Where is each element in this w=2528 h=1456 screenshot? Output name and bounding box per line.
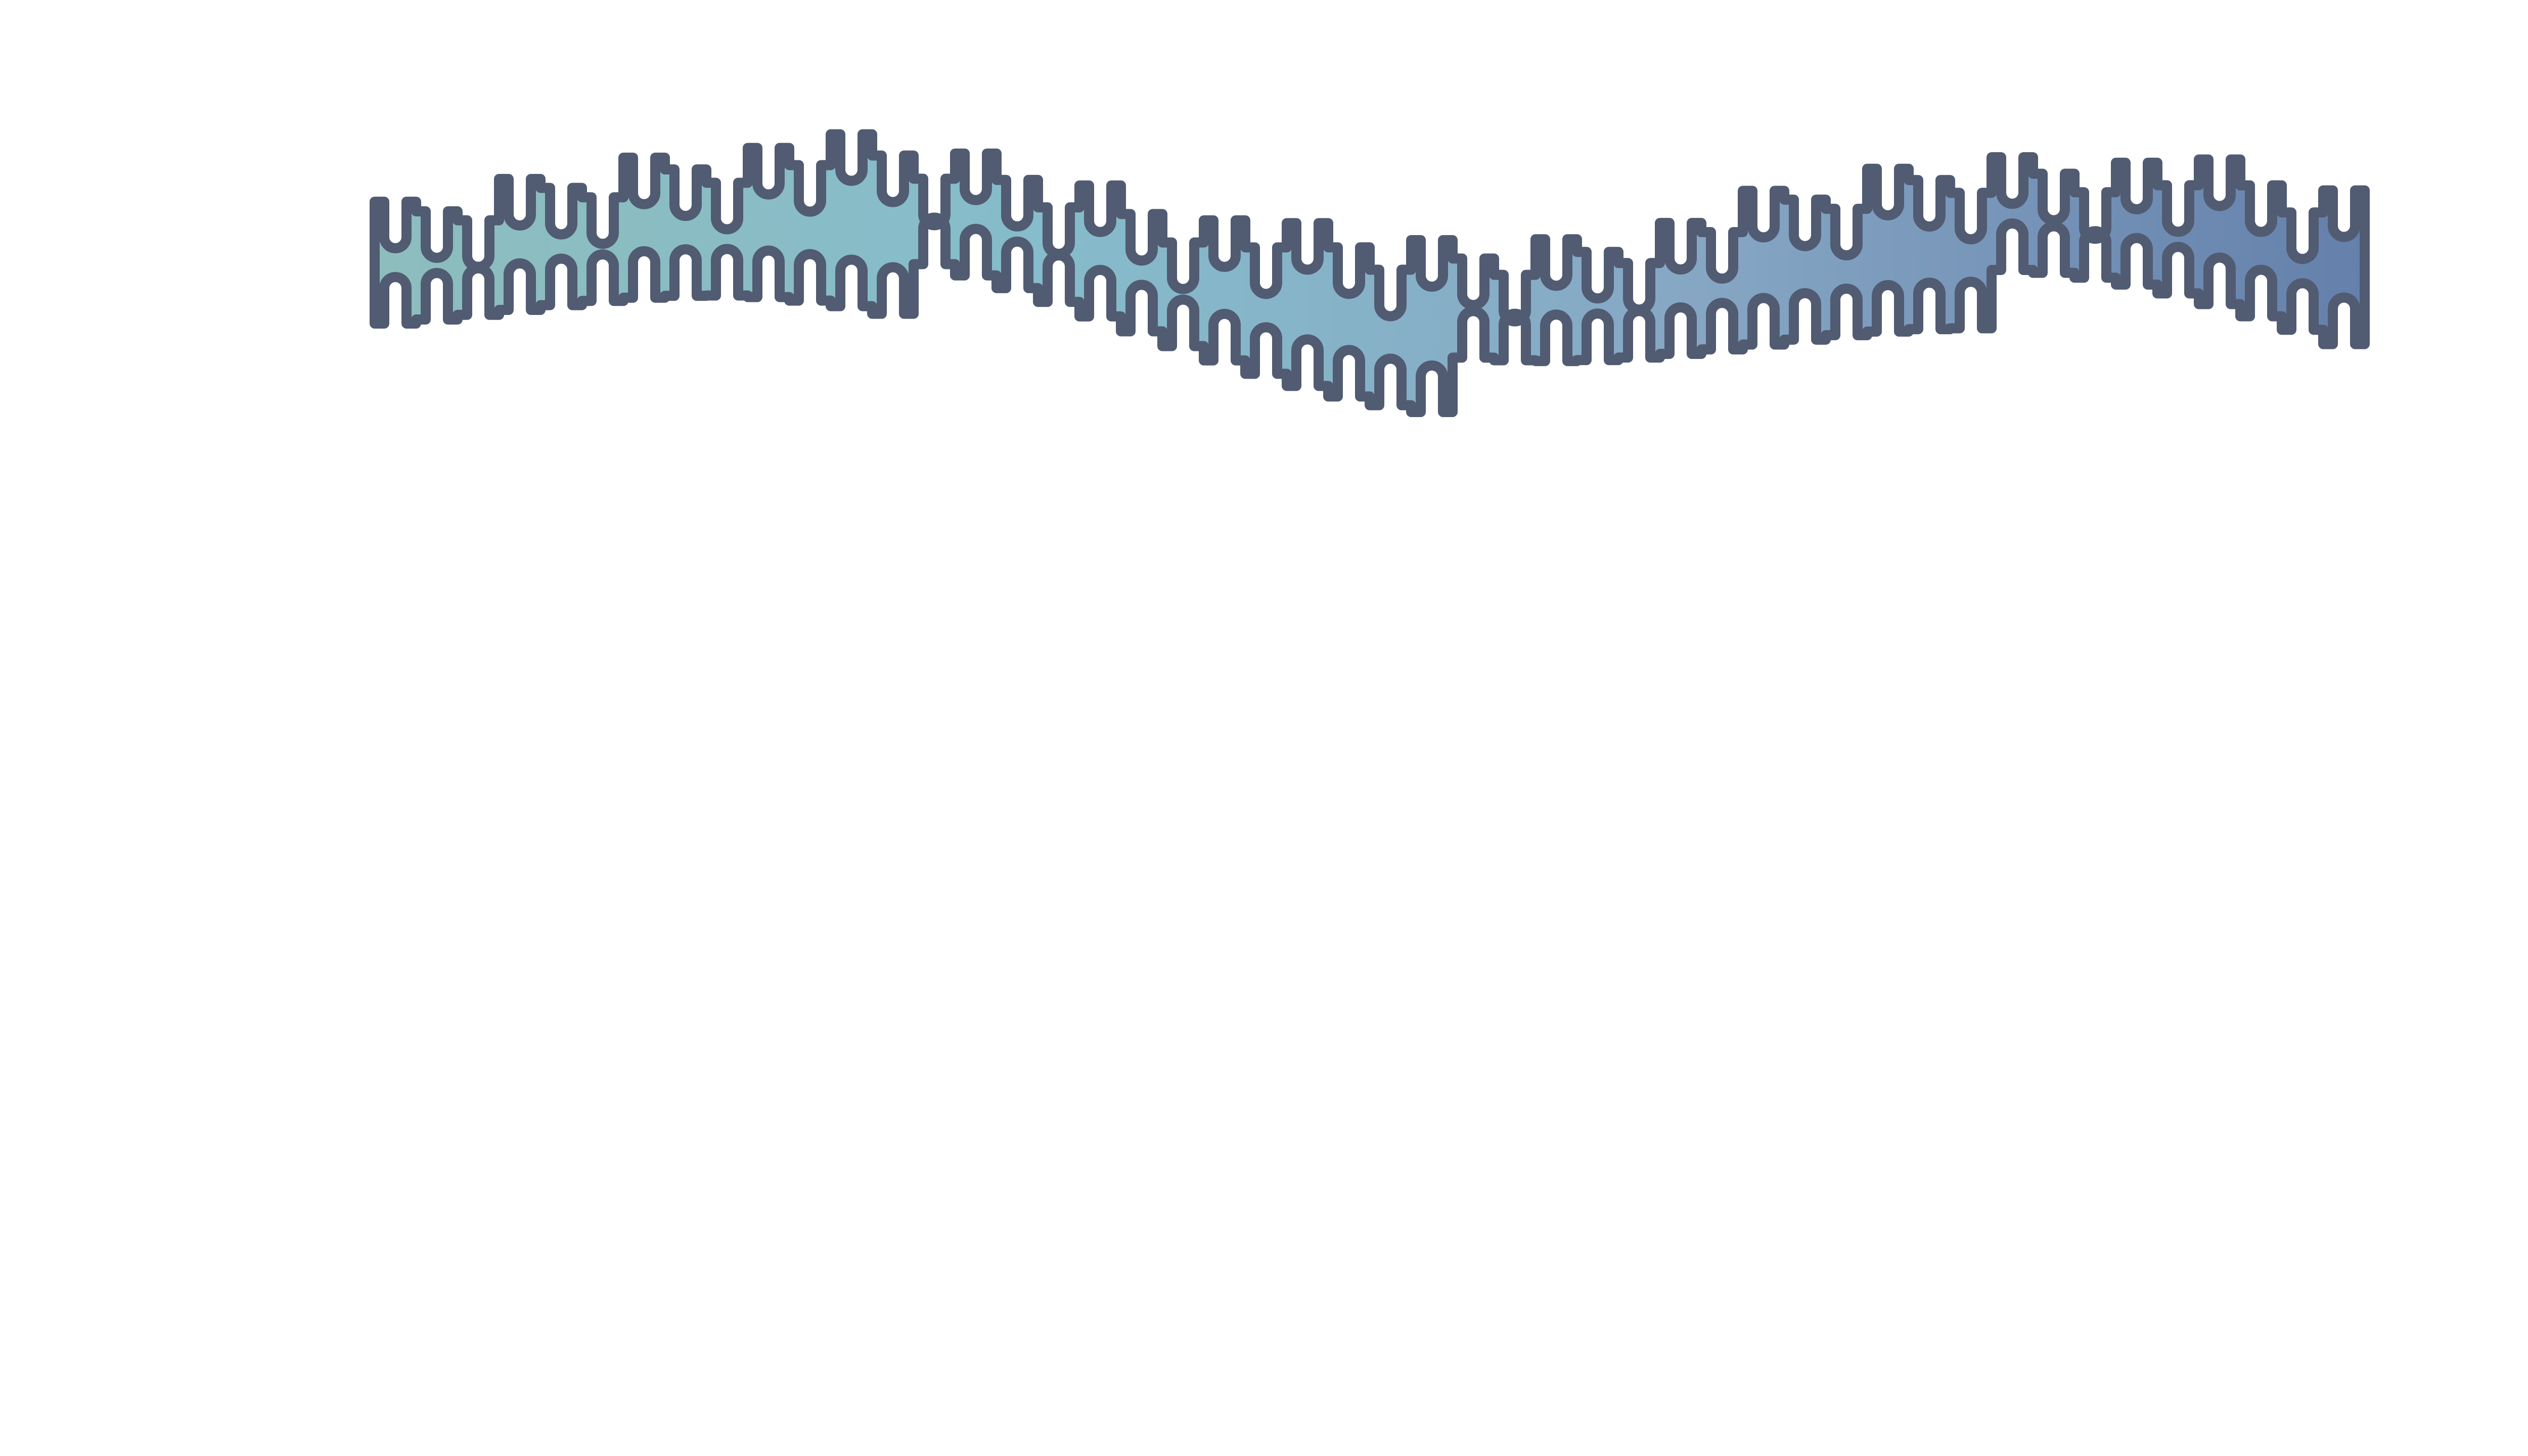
squiggle-band-icon bbox=[370, 129, 2370, 417]
